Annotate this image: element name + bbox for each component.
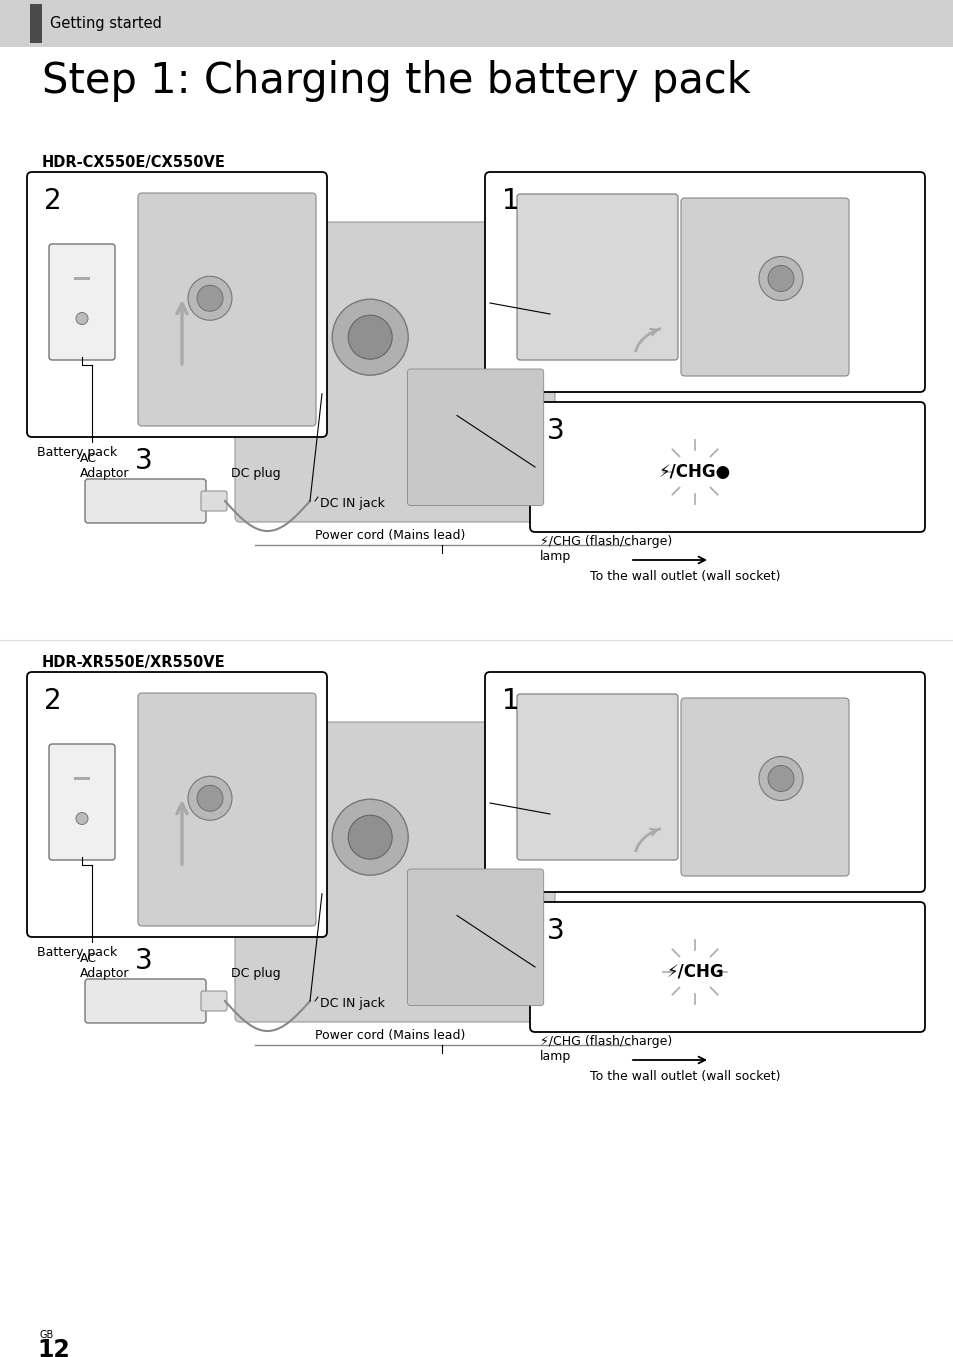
Bar: [40, 185, 314, 423]
Text: Battery pack: Battery pack: [37, 446, 117, 459]
Text: DC plug: DC plug: [231, 467, 280, 480]
FancyBboxPatch shape: [27, 672, 327, 936]
Text: 2: 2: [44, 187, 62, 214]
Text: 12: 12: [37, 1338, 70, 1357]
Text: DC IN jack: DC IN jack: [319, 997, 384, 1010]
Circle shape: [759, 756, 802, 801]
Text: 3: 3: [135, 446, 152, 475]
FancyBboxPatch shape: [530, 902, 924, 1033]
FancyBboxPatch shape: [49, 244, 115, 360]
Text: AC
Adaptor: AC Adaptor: [80, 452, 130, 480]
Circle shape: [188, 277, 232, 320]
Bar: [0, 0, 953, 47]
Bar: [40, 685, 314, 924]
Text: DC plug: DC plug: [231, 968, 280, 980]
Circle shape: [76, 312, 88, 324]
Circle shape: [332, 799, 408, 875]
Text: 3: 3: [135, 947, 152, 974]
FancyBboxPatch shape: [517, 693, 678, 860]
Bar: [30, 4, 42, 43]
Text: Power cord (Mains lead): Power cord (Mains lead): [314, 529, 465, 541]
FancyBboxPatch shape: [680, 697, 848, 877]
Text: DC IN jack: DC IN jack: [319, 497, 384, 510]
FancyBboxPatch shape: [234, 722, 555, 1022]
Text: ⚡/CHG: ⚡/CHG: [665, 963, 723, 981]
FancyBboxPatch shape: [517, 194, 678, 360]
Text: 3: 3: [546, 917, 564, 944]
Circle shape: [332, 299, 408, 375]
FancyBboxPatch shape: [234, 223, 555, 522]
Text: ⚡/CHG (flash/charge)
lamp: ⚡/CHG (flash/charge) lamp: [539, 535, 672, 563]
Bar: [74, 277, 90, 280]
FancyBboxPatch shape: [530, 402, 924, 532]
Text: Battery pack: Battery pack: [37, 946, 117, 959]
Text: ⚡/CHG (flash/charge)
lamp: ⚡/CHG (flash/charge) lamp: [539, 1035, 672, 1063]
Circle shape: [196, 285, 223, 311]
Text: 2: 2: [44, 687, 62, 715]
Text: 3: 3: [546, 417, 564, 445]
Text: GB: GB: [40, 1330, 54, 1339]
FancyBboxPatch shape: [484, 172, 924, 392]
Text: Step 1: Charging the battery pack: Step 1: Charging the battery pack: [42, 60, 750, 102]
Text: HDR-CX550E/CX550VE: HDR-CX550E/CX550VE: [42, 155, 226, 170]
Circle shape: [348, 816, 392, 859]
FancyBboxPatch shape: [407, 868, 543, 1006]
Circle shape: [188, 776, 232, 820]
FancyBboxPatch shape: [138, 193, 315, 426]
Text: Power cord (Mains lead): Power cord (Mains lead): [314, 1029, 465, 1042]
Bar: [497, 185, 911, 379]
FancyBboxPatch shape: [407, 369, 543, 506]
Text: 1: 1: [501, 687, 519, 715]
Text: AC
Adaptor: AC Adaptor: [80, 953, 130, 980]
Circle shape: [348, 315, 392, 360]
Circle shape: [767, 765, 793, 791]
Circle shape: [759, 256, 802, 300]
FancyBboxPatch shape: [27, 172, 327, 437]
Text: 1: 1: [501, 187, 519, 214]
Text: ⚡/CHG●: ⚡/CHG●: [659, 463, 730, 480]
Circle shape: [767, 266, 793, 292]
FancyBboxPatch shape: [85, 978, 206, 1023]
Circle shape: [76, 813, 88, 825]
FancyBboxPatch shape: [201, 491, 227, 512]
Text: To the wall outlet (wall socket): To the wall outlet (wall socket): [589, 570, 780, 584]
Text: Getting started: Getting started: [50, 16, 162, 31]
Text: HDR-XR550E/XR550VE: HDR-XR550E/XR550VE: [42, 655, 226, 670]
FancyBboxPatch shape: [484, 672, 924, 892]
Circle shape: [196, 786, 223, 811]
Bar: [74, 778, 90, 780]
FancyBboxPatch shape: [201, 991, 227, 1011]
FancyBboxPatch shape: [85, 479, 206, 522]
Text: To the wall outlet (wall socket): To the wall outlet (wall socket): [589, 1071, 780, 1083]
Bar: [497, 685, 911, 879]
FancyBboxPatch shape: [49, 744, 115, 860]
FancyBboxPatch shape: [138, 693, 315, 925]
FancyBboxPatch shape: [680, 198, 848, 376]
